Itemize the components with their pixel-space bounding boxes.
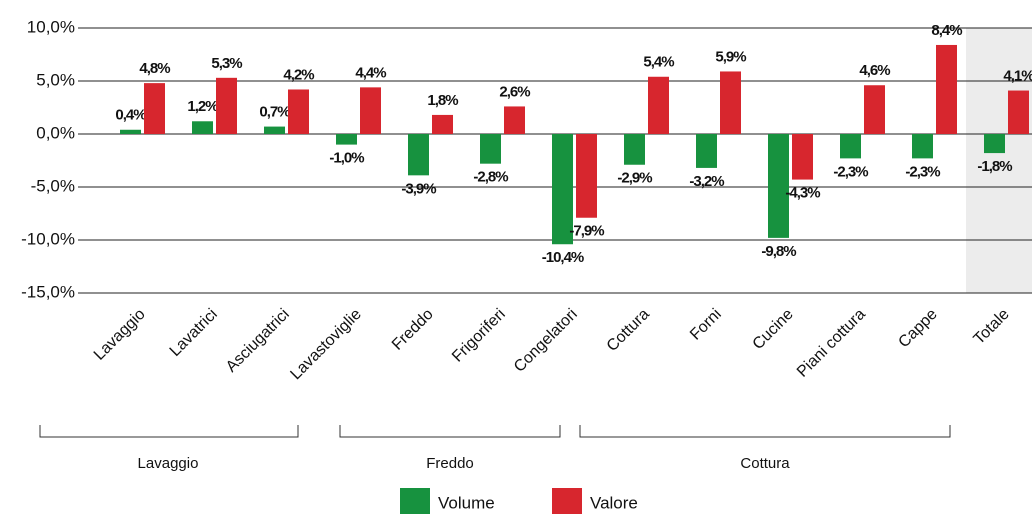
x-tick-label: Frigoriferi bbox=[449, 306, 509, 366]
value-label: 0,4% bbox=[115, 107, 146, 124]
bar bbox=[1008, 90, 1029, 134]
value-label: -7,9% bbox=[569, 223, 604, 240]
bar bbox=[288, 89, 309, 134]
value-label: 0,7% bbox=[259, 104, 290, 121]
bar bbox=[696, 134, 717, 168]
bar bbox=[624, 134, 645, 165]
value-label: 4,6% bbox=[859, 62, 890, 79]
y-tick-label: 10,0% bbox=[27, 17, 75, 36]
x-tick-label: Cappe bbox=[895, 306, 940, 351]
bar bbox=[336, 134, 357, 145]
value-label: -10,4% bbox=[542, 249, 584, 266]
bar bbox=[120, 129, 141, 134]
value-label: 8,4% bbox=[931, 22, 962, 39]
value-label: -9,8% bbox=[761, 243, 796, 260]
bar bbox=[984, 134, 1005, 154]
y-tick-label: 5,0% bbox=[36, 70, 75, 89]
group-brackets bbox=[39, 425, 951, 438]
y-tick-label: -5,0% bbox=[31, 176, 75, 195]
value-label: 1,8% bbox=[427, 92, 458, 109]
value-label: -2,3% bbox=[905, 163, 940, 180]
bar bbox=[840, 134, 861, 159]
bar bbox=[408, 134, 429, 176]
bar bbox=[864, 85, 885, 134]
y-tick-label: -10,0% bbox=[21, 229, 75, 248]
bar bbox=[504, 106, 525, 134]
bar bbox=[192, 121, 213, 134]
bar bbox=[720, 71, 741, 134]
legend-swatch bbox=[400, 488, 430, 514]
bar bbox=[144, 83, 165, 134]
value-label: -4,3% bbox=[785, 185, 820, 202]
value-label: -3,9% bbox=[401, 180, 436, 197]
value-label: 1,2% bbox=[187, 98, 218, 115]
x-tick-label: Freddo bbox=[389, 306, 437, 354]
x-tick-label: Lavaggio bbox=[91, 306, 149, 364]
x-tick-label: Lavastoviglie bbox=[287, 306, 365, 384]
x-tick-label: Piani cottura bbox=[794, 306, 869, 381]
bar bbox=[792, 134, 813, 180]
legend-swatch bbox=[552, 488, 582, 514]
group-label: Lavaggio bbox=[138, 455, 199, 472]
x-tick-label: Totale bbox=[971, 306, 1013, 348]
legend-label: Valore bbox=[590, 493, 638, 512]
group-label: Cottura bbox=[740, 455, 790, 472]
bar bbox=[216, 77, 237, 134]
value-label: 5,3% bbox=[211, 55, 242, 72]
y-tick-label: 0,0% bbox=[36, 123, 75, 142]
value-label: -1,8% bbox=[977, 158, 1012, 175]
value-label: 2,6% bbox=[499, 83, 530, 100]
bar bbox=[432, 114, 453, 134]
bar bbox=[912, 134, 933, 159]
legend-label: Volume bbox=[438, 493, 495, 512]
bar bbox=[648, 76, 669, 134]
bar bbox=[576, 134, 597, 218]
value-label: 5,9% bbox=[715, 48, 746, 65]
value-label: -2,9% bbox=[617, 170, 652, 187]
value-label: 4,4% bbox=[355, 64, 386, 81]
group-label: Freddo bbox=[426, 455, 474, 472]
value-label: 4,8% bbox=[139, 60, 170, 77]
highlight-band bbox=[966, 28, 1032, 293]
bar bbox=[360, 87, 381, 134]
bar bbox=[480, 134, 501, 164]
x-tick-label: Congelatori bbox=[511, 306, 581, 376]
value-label: -2,8% bbox=[473, 169, 508, 186]
x-tick-label: Lavatrici bbox=[167, 306, 221, 360]
bar bbox=[936, 44, 957, 134]
bar bbox=[264, 126, 285, 134]
x-tick-label: Asciugatrici bbox=[223, 306, 293, 376]
x-tick-label: Cucine bbox=[750, 306, 797, 353]
value-label: 4,1% bbox=[1003, 68, 1032, 85]
x-tick-label: Cottura bbox=[604, 306, 653, 355]
value-label: -1,0% bbox=[329, 150, 364, 167]
bar bbox=[552, 134, 573, 245]
x-tick-label: Forni bbox=[687, 306, 725, 344]
value-label: 4,2% bbox=[283, 66, 314, 83]
value-label: -2,3% bbox=[833, 163, 868, 180]
value-label: -3,2% bbox=[689, 173, 724, 190]
bar bbox=[768, 134, 789, 238]
y-tick-label: -15,0% bbox=[21, 282, 75, 301]
value-label: 5,4% bbox=[643, 54, 674, 71]
